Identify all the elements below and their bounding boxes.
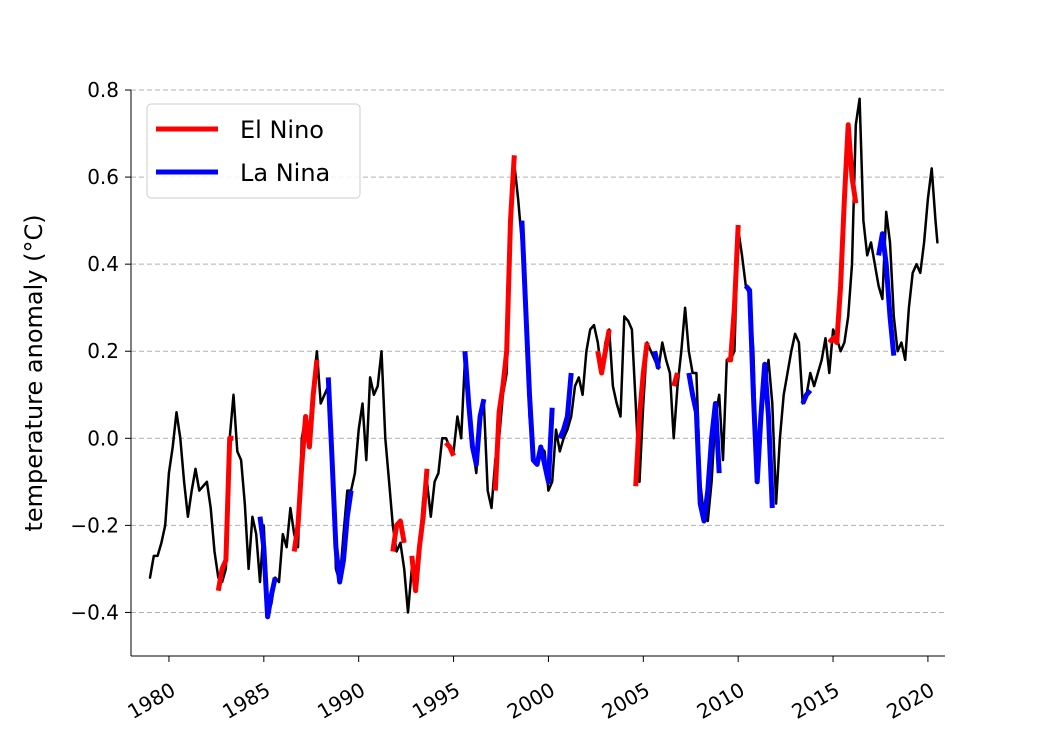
x-tick-label: 1985 (218, 678, 274, 724)
x-tick-label: 1990 (313, 678, 369, 724)
el-nino-segment (726, 224, 741, 363)
y-axis-title: temperature anomaly (°C) (20, 214, 48, 531)
el-nino-segment (291, 359, 320, 552)
x-tick-label: 2020 (882, 678, 938, 724)
el-nino-segment (492, 155, 517, 491)
la-nina-segment (325, 377, 354, 585)
el-nino-segment (827, 122, 859, 345)
y-tick-label: 0.0 (87, 426, 119, 450)
la-nina-segment (257, 516, 278, 620)
el-nino-segment (671, 372, 680, 387)
x-tick-label: 1980 (123, 678, 179, 724)
y-tick-label: −0.2 (70, 513, 119, 537)
el-nino-segment (409, 468, 430, 594)
legend: El Nino La Nina (146, 103, 361, 199)
legend-label: La Nina (240, 159, 330, 187)
x-tick-label: 2010 (693, 678, 749, 724)
la-nina-segment (462, 351, 487, 467)
plot-series (148, 97, 939, 620)
x-tick-label: 2015 (787, 678, 843, 724)
anomaly-line (148, 97, 939, 614)
el-nino-segment (595, 329, 612, 376)
el-nino-segment (215, 435, 234, 592)
la-nina-segment (743, 284, 775, 509)
x-tick-label: 2005 (598, 678, 654, 724)
la-nina-segment (876, 231, 897, 356)
el-nino-segment (390, 518, 407, 552)
la-nina-segment (652, 350, 661, 370)
y-tick-label: −0.4 (70, 600, 119, 624)
legend-label: El Nino (240, 116, 324, 144)
el-nino-segment (444, 441, 456, 457)
la-nina-segment (800, 388, 813, 405)
y-tick-label: 0.4 (87, 252, 119, 276)
x-tick-label: 1995 (408, 678, 464, 724)
x-tick-label: 2000 (503, 678, 559, 724)
el-nino-segment (633, 342, 650, 487)
axes (130, 90, 945, 657)
y-tick-label: 0.6 (87, 165, 119, 189)
la-nina-segment (519, 220, 555, 485)
la-nina-segment (557, 372, 574, 440)
la-nina-segment (686, 372, 722, 524)
y-tick-label: 0.2 (87, 339, 119, 363)
y-tick-label: 0.8 (87, 78, 119, 102)
